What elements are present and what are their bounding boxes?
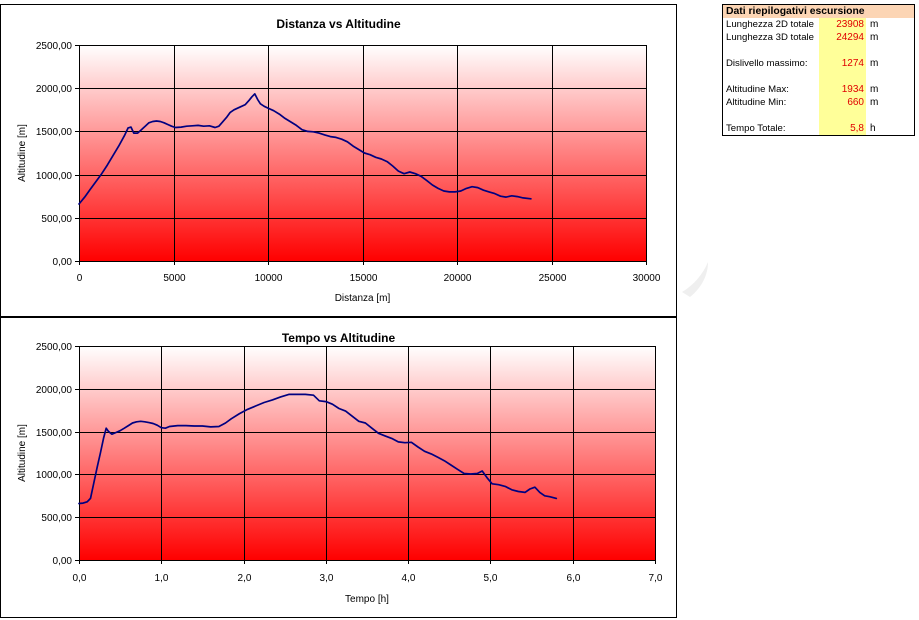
- length-2d-unit[interactable]: m: [870, 19, 879, 30]
- x-tick-label: 10000: [255, 273, 283, 284]
- plot-area-border: [79, 45, 647, 262]
- elevation-gain-unit[interactable]: m: [870, 58, 879, 69]
- x-axis-label: Distanza [m]: [335, 293, 391, 304]
- x-tick-label: 4,0: [402, 573, 416, 584]
- summary-table: Dati riepilogativi escursione Lunghezza …: [722, 4, 915, 136]
- total-time-unit[interactable]: h: [870, 123, 876, 134]
- plot-area: [79, 45, 646, 261]
- blank-value-cell[interactable]: [819, 70, 866, 83]
- length-2d-value[interactable]: 23908: [819, 18, 866, 31]
- y-tick-label: 1000,00: [36, 171, 73, 182]
- altitude-series-line: [78, 93, 532, 205]
- chart-distance-vs-altitude[interactable]: 0,00 500,00 1000,00 1500,00 2000,00 2500,00 0 5…: [0, 4, 677, 317]
- x-tick-label: 1,0: [155, 573, 169, 584]
- blank-value-cell[interactable]: [819, 44, 866, 57]
- chart-title: Tempo vs Altitudine: [282, 331, 396, 345]
- altitude-max-value[interactable]: 1934: [819, 83, 866, 96]
- elevation-gain-label[interactable]: Dislivello massimo:: [726, 58, 808, 69]
- summary-title[interactable]: Dati riepilogativi escursione: [723, 5, 914, 18]
- x-tick-label: 7,0: [649, 573, 663, 584]
- blank-cell[interactable]: [866, 109, 914, 122]
- x-tick-label: 20000: [444, 273, 472, 284]
- y-tick-label: 2500,00: [36, 342, 73, 353]
- x-tick-label: 0,0: [73, 573, 87, 584]
- y-tick-label: 0,00: [53, 556, 73, 567]
- chart-title: Distanza vs Altitudine: [276, 17, 401, 31]
- chart-canvas-distance: 0,00 500,00 1000,00 1500,00 2000,00 2500,00 0 5…: [0, 4, 677, 317]
- chart-time-vs-altitude[interactable]: 0,00 500,00 1000,00 1500,00 2000,00 2500,00 0,…: [0, 317, 677, 618]
- y-tick-label: 500,00: [41, 214, 72, 225]
- plot-area: [79, 346, 655, 560]
- blank-cell[interactable]: [723, 70, 819, 83]
- altitude-max-unit[interactable]: m: [870, 84, 879, 95]
- elevation-gain-value[interactable]: 1274: [819, 57, 866, 70]
- y-tick-label: 1500,00: [36, 127, 73, 138]
- watermark-shape: [682, 262, 708, 297]
- length-3d-value[interactable]: 24294: [819, 31, 866, 44]
- total-time-label[interactable]: Tempo Totale:: [726, 123, 786, 134]
- blank-cell[interactable]: [723, 109, 819, 122]
- x-tick-label: 30000: [633, 273, 661, 284]
- x-tick-label: 25000: [539, 273, 567, 284]
- x-tick-label: 0: [77, 273, 83, 284]
- altitude-min-unit[interactable]: m: [870, 97, 879, 108]
- x-tick-label: 6,0: [567, 573, 581, 584]
- x-tick-label: 3,0: [320, 573, 334, 584]
- altitude-max-label[interactable]: Altitudine Max:: [726, 84, 789, 95]
- x-tick-label: 2,0: [238, 573, 252, 584]
- blank-cell[interactable]: [866, 70, 914, 83]
- y-axis-label: Altitudine [m]: [17, 124, 28, 182]
- y-tick-label: 2500,00: [36, 41, 73, 52]
- total-time-value[interactable]: 5,8: [819, 122, 866, 135]
- length-2d-label[interactable]: Lunghezza 2D totale: [726, 19, 815, 30]
- plot-area-border: [79, 346, 656, 561]
- y-tick-label: 2000,00: [36, 84, 73, 95]
- y-axis-label: Altitudine [m]: [17, 424, 28, 482]
- altitude-min-value[interactable]: 660: [819, 96, 866, 109]
- blank-value-cell[interactable]: [819, 109, 866, 122]
- y-tick-label: 1000,00: [36, 470, 73, 481]
- altitude-min-label[interactable]: Altitudine Min:: [726, 97, 787, 108]
- length-3d-unit[interactable]: m: [870, 32, 879, 43]
- x-tick-label: 15000: [350, 273, 378, 284]
- chart-canvas-time: 0,00 500,00 1000,00 1500,00 2000,00 2500,00 0,…: [0, 317, 677, 618]
- altitude-series-line: [78, 393, 558, 505]
- y-tick-label: 1500,00: [36, 428, 73, 439]
- blank-cell[interactable]: [866, 44, 914, 57]
- x-tick-label: 5000: [163, 273, 186, 284]
- y-tick-label: 0,00: [53, 257, 73, 268]
- x-axis-label: Tempo [h]: [345, 594, 389, 605]
- x-tick-label: 5,0: [484, 573, 498, 584]
- length-3d-label[interactable]: Lunghezza 3D totale: [726, 32, 815, 43]
- y-tick-label: 2000,00: [36, 385, 73, 396]
- blank-cell[interactable]: [723, 44, 819, 57]
- y-tick-label: 500,00: [41, 513, 72, 524]
